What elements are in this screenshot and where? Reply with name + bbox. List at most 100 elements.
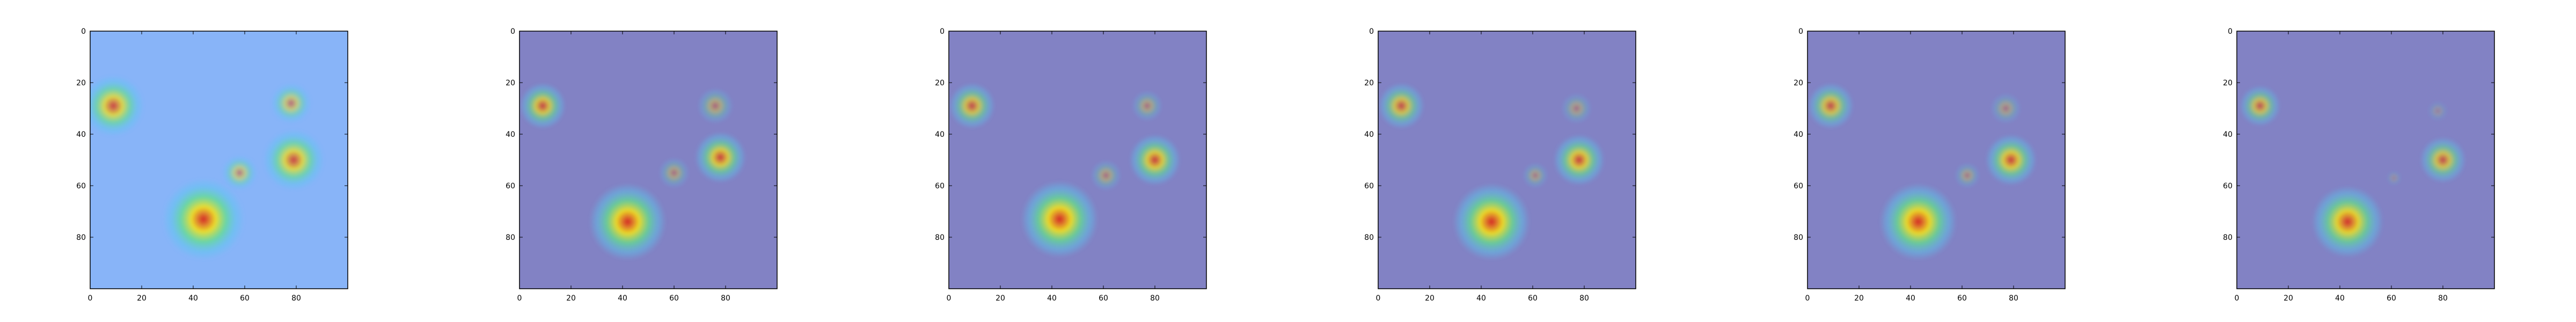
heatmap-panel-3: 0 20 40 60 80 0 20 40 60 80 bbox=[935, 27, 1207, 303]
x-tick-label: 60 bbox=[240, 294, 250, 303]
heat-blobs bbox=[519, 83, 747, 261]
x-tick-label: 80 bbox=[1150, 294, 1160, 303]
x-tick-label: 20 bbox=[137, 294, 147, 303]
heat-blob-4 bbox=[1553, 134, 1605, 186]
x-tick-label: 0 bbox=[1805, 294, 1810, 303]
y-tick-label: 60 bbox=[2223, 182, 2233, 191]
y-tick-label: 80 bbox=[506, 233, 515, 242]
x-tick-label: 80 bbox=[1579, 294, 1589, 303]
x-tick-label: 60 bbox=[669, 294, 679, 303]
y-tick-label: 40 bbox=[506, 130, 515, 139]
y-tick-label: 20 bbox=[1794, 79, 1803, 87]
y-tick-label: 60 bbox=[935, 182, 945, 191]
heat-blob-4 bbox=[1985, 134, 2037, 186]
y-tick-label: 0 bbox=[81, 27, 86, 36]
heatmap-panel-5: 0 20 40 60 80 0 20 40 60 80 bbox=[1794, 27, 2066, 303]
heat-blob-4 bbox=[1129, 134, 1181, 186]
x-tick-label: 60 bbox=[1528, 294, 1538, 303]
heat-blob-3 bbox=[1954, 162, 1980, 188]
x-tick-label: 20 bbox=[1854, 294, 1864, 303]
x-tick-label: 60 bbox=[1099, 294, 1108, 303]
heat-blob-4 bbox=[262, 129, 325, 191]
heat-blobs bbox=[90, 75, 325, 261]
y-tick-label: 80 bbox=[935, 233, 945, 242]
x-tick-label: 80 bbox=[291, 294, 301, 303]
x-tick-label: 20 bbox=[2284, 294, 2293, 303]
heat-blob-1 bbox=[519, 83, 566, 129]
x-tick-label: 0 bbox=[1376, 294, 1381, 303]
heat-blob-3 bbox=[2386, 170, 2402, 186]
y-tick-label: 20 bbox=[2223, 79, 2233, 87]
y-tick-label: 0 bbox=[1798, 27, 1803, 36]
y-tick-label: 40 bbox=[76, 130, 86, 139]
y-tick-label: 20 bbox=[76, 79, 86, 87]
panels: 0 20 40 60 80 0 20 40 60 80 0 20 40 60 80 0 20 40 60 80 0 20 4… bbox=[76, 27, 2495, 303]
heat-blobs bbox=[1378, 83, 1605, 261]
y-tick-label: 40 bbox=[1364, 130, 1374, 139]
y-tick-label: 80 bbox=[1794, 233, 1803, 242]
x-tick-label: 0 bbox=[947, 294, 952, 303]
y-tick-label: 0 bbox=[510, 27, 515, 36]
heat-blob-2 bbox=[1990, 93, 2022, 124]
y-tick-label: 40 bbox=[935, 130, 945, 139]
x-tick-label: 0 bbox=[2235, 294, 2240, 303]
panel-frame bbox=[948, 31, 1207, 289]
x-tick-label: 80 bbox=[2438, 294, 2448, 303]
x-tick-label: 0 bbox=[88, 294, 93, 303]
y-tick-label: 40 bbox=[2223, 130, 2233, 139]
x-tick-label: 40 bbox=[1476, 294, 1486, 303]
heat-blob-2 bbox=[697, 87, 734, 124]
y-tick-label: 20 bbox=[506, 79, 515, 87]
x-tick-label: 0 bbox=[517, 294, 522, 303]
heat-blob-4 bbox=[2419, 136, 2467, 184]
heatmap-panel-2: 0 20 40 60 80 0 20 40 60 80 bbox=[506, 27, 778, 303]
heat-blob-1 bbox=[949, 83, 996, 129]
heat-blob-2 bbox=[1131, 90, 1163, 121]
y-tick-label: 60 bbox=[506, 182, 515, 191]
panel-frame bbox=[90, 31, 348, 289]
heat-blob-5 bbox=[589, 183, 667, 261]
x-tick-label: 20 bbox=[566, 294, 576, 303]
x-tick-label: 80 bbox=[721, 294, 730, 303]
y-tick-label: 60 bbox=[1364, 182, 1374, 191]
x-tick-label: 20 bbox=[996, 294, 1005, 303]
y-tick-label: 60 bbox=[1794, 182, 1803, 191]
heatmap-panel-6: 0 20 40 60 80 0 20 40 60 80 bbox=[2223, 27, 2495, 303]
heat-blobs bbox=[949, 83, 1181, 258]
x-tick-label: 40 bbox=[188, 294, 198, 303]
heatmap-panel-4: 0 20 40 60 80 0 20 40 60 80 bbox=[1364, 27, 1636, 303]
x-tick-label: 40 bbox=[618, 294, 627, 303]
heat-blob-5 bbox=[1453, 183, 1531, 261]
x-tick-label: 20 bbox=[1425, 294, 1435, 303]
x-tick-label: 60 bbox=[1957, 294, 1967, 303]
heat-blob-1 bbox=[1807, 83, 1854, 129]
y-tick-label: 80 bbox=[76, 233, 86, 242]
x-tick-label: 40 bbox=[1047, 294, 1057, 303]
heat-blob-4 bbox=[694, 131, 747, 184]
heatmap-panel-1: 0 20 40 60 80 0 20 40 60 80 bbox=[76, 27, 348, 303]
heat-blob-1 bbox=[2239, 85, 2281, 127]
panel-frame bbox=[2236, 31, 2495, 289]
heat-blob-2 bbox=[270, 83, 312, 124]
y-tick-label: 80 bbox=[2223, 233, 2233, 242]
y-tick-label: 0 bbox=[940, 27, 945, 36]
y-tick-label: 0 bbox=[2228, 27, 2233, 36]
heat-blob-5 bbox=[1021, 180, 1099, 258]
x-tick-label: 40 bbox=[2335, 294, 2345, 303]
heat-blob-1 bbox=[1378, 83, 1425, 129]
x-tick-label: 60 bbox=[2387, 294, 2396, 303]
heat-blob-3 bbox=[658, 157, 690, 188]
y-tick-label: 20 bbox=[1364, 79, 1374, 87]
heat-blob-5 bbox=[1879, 183, 1957, 261]
x-tick-label: 40 bbox=[1906, 294, 1915, 303]
panel-frame bbox=[1378, 31, 1636, 289]
heat-blob-3 bbox=[1091, 160, 1122, 191]
heat-blobs bbox=[2239, 85, 2467, 258]
y-tick-label: 60 bbox=[76, 182, 86, 191]
heat-blobs bbox=[1807, 83, 2037, 261]
x-tick-label: 80 bbox=[2009, 294, 2018, 303]
heat-blob-5 bbox=[2311, 186, 2384, 258]
heat-blob-3 bbox=[221, 155, 258, 191]
y-tick-label: 40 bbox=[1794, 130, 1803, 139]
